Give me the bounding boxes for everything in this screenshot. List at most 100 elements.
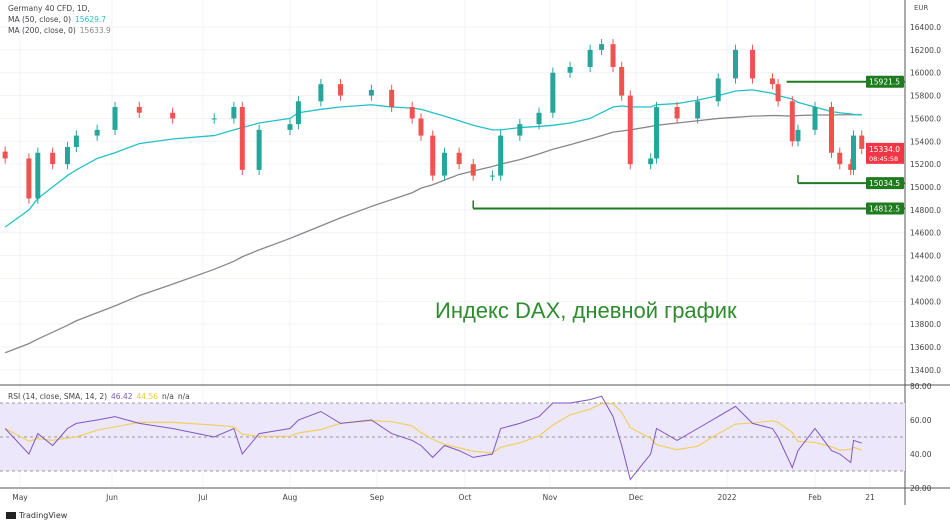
candle-body (418, 118, 424, 136)
candle-body (733, 49, 739, 79)
candle-body (567, 67, 573, 73)
last-price-badge (866, 142, 904, 164)
y-tick-label: 15200.0 (910, 160, 941, 169)
candle-body (829, 107, 834, 153)
y-tick-label: 13400.0 (910, 366, 941, 375)
rsi-value: 46.42 (111, 392, 133, 401)
y-tick-label: 16400.0 (910, 23, 941, 32)
currency-label: EUR (914, 4, 929, 12)
candle-body (73, 135, 79, 148)
chart-annotation: Индекс DAX, дневной график (435, 298, 737, 323)
rsi-ma-line (4, 403, 862, 454)
candle-body (136, 107, 142, 113)
x-tick-label: Jul (197, 493, 207, 502)
candle-body (775, 84, 781, 102)
candle-body (231, 107, 237, 119)
candle-body (338, 84, 344, 96)
level-price-badge (866, 177, 904, 190)
candle-body (550, 72, 556, 113)
ma200-label: MA (200, close, 0) (8, 26, 76, 35)
candle-body (648, 158, 654, 165)
rsi-na-1: n/a (162, 392, 174, 401)
candle-body (239, 107, 245, 170)
x-tick-label: Feb (808, 493, 822, 502)
x-tick-label: Dec (629, 493, 644, 502)
level-price-label: 15034.5 (869, 179, 900, 188)
x-tick-label: Sep (370, 493, 384, 502)
brand-name: TradingView (19, 511, 68, 520)
x-tick-label: Oct (459, 493, 472, 502)
x-tick-label: Jun (105, 493, 118, 502)
y-tick-label: 14600.0 (910, 229, 941, 238)
level-price-label: 14812.5 (869, 204, 900, 213)
ma200-value: 15633.9 (79, 26, 111, 35)
rsi-ma-value: 44.56 (136, 392, 158, 401)
candle-body (795, 129, 801, 142)
y-tick-label: 14800.0 (910, 206, 941, 215)
candle-body (441, 152, 447, 176)
symbol-title: Germany 40 CFD, 1D, (8, 4, 90, 13)
candle-body (2, 151, 8, 159)
candle-body (318, 84, 324, 102)
y-tick-label: 15000.0 (910, 183, 941, 192)
candle-body (859, 135, 865, 149)
candle-body (456, 152, 462, 165)
tradingview-logo[interactable]: TradingView (6, 511, 67, 520)
candle-body (389, 89, 395, 108)
candle-body (430, 135, 436, 176)
candle-body (170, 112, 176, 119)
candle-body (470, 164, 476, 176)
candle-body (489, 175, 495, 177)
ma50-value: 15629.7 (75, 15, 107, 24)
candle-body (211, 118, 217, 120)
candle-body (599, 44, 605, 50)
candle-body (750, 49, 756, 79)
candle-body (94, 129, 100, 136)
candle-body (851, 135, 856, 170)
y-tick-label: 15800.0 (910, 92, 941, 101)
rsi-tick-label: 20.00 (910, 484, 932, 493)
candle-body (619, 67, 625, 96)
y-tick-label: 15600.0 (910, 114, 941, 123)
candle-body (517, 124, 523, 136)
rsi-tick-label: 60.00 (910, 416, 932, 425)
candle-body (498, 135, 504, 176)
x-tick-label: May (12, 493, 28, 502)
y-tick-label: 15400.0 (910, 137, 941, 146)
rsi-legend: RSI (14, close, SMA, 14, 2) 46.42 44.56 n/a… (8, 391, 194, 402)
candle-body (256, 129, 262, 170)
candle-body (50, 152, 56, 165)
candle-body (695, 101, 701, 119)
x-tick-label: 21 (865, 493, 875, 502)
y-tick-label: 13800.0 (910, 320, 941, 329)
y-tick-label: 16000.0 (910, 69, 941, 78)
y-tick-label: 13600.0 (910, 343, 941, 352)
candle-body (26, 158, 32, 199)
candle-body (848, 164, 854, 170)
y-tick-label: 16200.0 (910, 46, 941, 55)
level-price-badge (866, 75, 904, 88)
candle-body (35, 152, 41, 199)
y-tick-label: 14000.0 (910, 297, 941, 306)
candle-body (287, 124, 293, 130)
ma50-line (4, 89, 862, 228)
candle-body (536, 112, 542, 125)
x-tick-label: 2022 (717, 493, 736, 502)
y-tick-label: 14400.0 (910, 252, 941, 261)
y-tick-label: 14200.0 (910, 274, 941, 283)
candle-body (295, 101, 301, 125)
candle-body (368, 89, 374, 96)
candle-body (587, 49, 593, 68)
candle-body (112, 107, 118, 130)
rsi-label: RSI (14, close, SMA, 14, 2) (8, 392, 108, 401)
ma50-label: MA (50, close, 0) (8, 15, 72, 24)
rsi-na-2: n/a (177, 392, 190, 401)
last-price-label: 15334.0 (869, 145, 900, 154)
level-price-badge (866, 202, 904, 215)
rsi-tick-label: 80.00 (910, 382, 932, 391)
candle-body (789, 101, 795, 142)
x-tick-label: Aug (283, 493, 298, 502)
candle-body (654, 107, 660, 159)
countdown-label: 08:45:58 (869, 155, 898, 163)
